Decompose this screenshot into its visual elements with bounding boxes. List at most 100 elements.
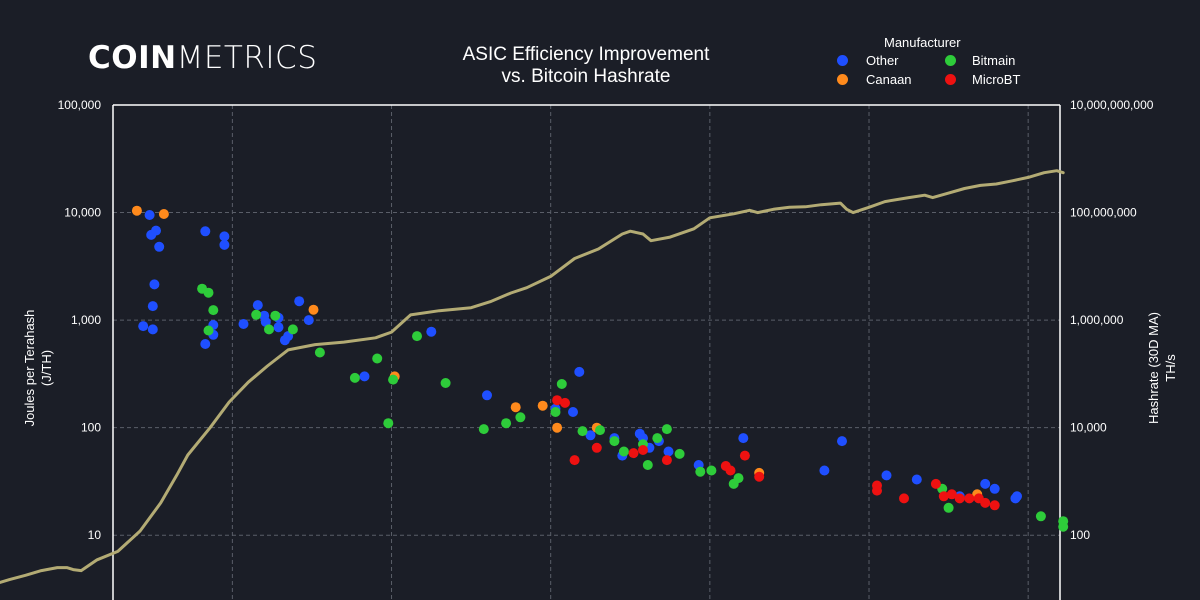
data-point-microbt xyxy=(638,445,648,455)
y-axis-label-left-text: Joules per Terahash xyxy=(22,309,37,427)
legend-dot-microbt xyxy=(945,74,956,85)
hashrate-line xyxy=(0,169,1065,584)
data-point-other xyxy=(149,279,160,290)
data-point-bitmain xyxy=(652,433,663,444)
data-point-bitmain xyxy=(642,460,653,470)
data-point-bitmain xyxy=(383,418,394,429)
data-point-microbt xyxy=(980,497,991,508)
data-point-bitmain xyxy=(1035,511,1046,522)
data-point-other xyxy=(574,366,585,377)
data-point-other xyxy=(200,339,211,349)
legend-dot-other xyxy=(837,55,848,66)
y-tick-label-left: 100 xyxy=(81,421,101,435)
data-point-other xyxy=(911,474,922,485)
data-point-other xyxy=(147,301,158,312)
legend-title: Manufacturer xyxy=(884,35,961,50)
data-point-microbt xyxy=(628,448,639,459)
data-point-other xyxy=(881,470,892,481)
data-point-other xyxy=(738,433,749,444)
data-point-other xyxy=(144,210,155,220)
data-point-microbt xyxy=(725,465,736,476)
data-point-other xyxy=(482,390,492,401)
y-tick-label-right: 1,000,000 xyxy=(1070,313,1124,327)
data-point-microbt xyxy=(739,450,750,461)
y-axis-label-right-unit: TH/s xyxy=(1163,354,1178,382)
data-point-bitmain xyxy=(264,324,274,335)
data-point-microbt xyxy=(899,493,909,504)
data-point-bitmain xyxy=(595,425,605,436)
data-point-bitmain xyxy=(1058,521,1069,532)
data-point-microbt xyxy=(946,489,957,500)
y-tick-label-left: 10 xyxy=(88,528,102,542)
legend-dot-bitmain xyxy=(945,55,956,66)
data-point-other xyxy=(303,315,314,326)
data-point-bitmain xyxy=(349,372,360,383)
logo-part-metrics: METRICS xyxy=(176,40,318,76)
data-point-bitmain xyxy=(577,426,588,437)
data-point-bitmain xyxy=(208,305,219,316)
data-point-bitmain xyxy=(440,378,451,388)
data-point-canaan xyxy=(158,209,169,219)
data-point-bitmain xyxy=(661,424,672,435)
data-point-microbt xyxy=(989,500,1000,511)
y-tick-label-right: 10,000,000,000 xyxy=(1070,98,1154,112)
legend-label-other: Other xyxy=(866,53,899,68)
data-point-microbt xyxy=(569,455,580,466)
data-point-other xyxy=(568,407,578,417)
data-point-bitmain xyxy=(943,502,954,513)
y-axis-label-right-text: Hashrate (30D MA) xyxy=(1146,312,1161,424)
data-point-other xyxy=(426,326,437,337)
data-point-other xyxy=(154,241,165,252)
data-point-bitmain xyxy=(412,331,422,342)
data-point-other xyxy=(252,300,263,311)
y-tick-label-left: 1,000 xyxy=(71,313,101,327)
data-point-other xyxy=(663,446,674,457)
data-point-bitmain xyxy=(203,287,214,298)
data-point-bitmain xyxy=(515,412,526,423)
data-point-bitmain xyxy=(733,473,744,484)
data-point-bitmain xyxy=(674,448,685,459)
data-point-other xyxy=(819,465,830,476)
data-point-other xyxy=(219,239,230,250)
data-point-bitmain xyxy=(270,310,281,321)
data-point-microbt xyxy=(552,395,563,406)
chart-title: ASIC Efficiency Improvement xyxy=(462,44,710,65)
data-point-bitmain xyxy=(550,407,561,417)
data-point-microbt xyxy=(661,455,672,466)
data-point-microbt xyxy=(591,442,602,453)
data-point-microbt xyxy=(754,471,765,482)
data-point-microbt xyxy=(964,493,975,504)
data-point-other xyxy=(138,321,149,332)
data-point-other xyxy=(989,483,1000,494)
y-tick-label-right: 100 xyxy=(1070,528,1090,542)
data-point-microbt xyxy=(560,397,570,408)
data-point-microbt xyxy=(938,491,949,502)
y-tick-label-right: 100,000,000 xyxy=(1070,206,1137,220)
data-point-other xyxy=(200,226,211,237)
data-point-canaan xyxy=(537,400,548,411)
chart-title-block: ASIC Efficiency Improvement vs. Bitcoin … xyxy=(436,44,736,88)
data-point-canaan xyxy=(131,205,142,216)
data-point-bitmain xyxy=(388,374,399,385)
logo-part-coin: COIN xyxy=(88,40,177,76)
data-point-microbt xyxy=(872,485,882,496)
data-point-microbt xyxy=(954,493,965,504)
y-tick-label-left: 100,000 xyxy=(58,98,102,112)
legend-label-bitmain: Bitmain xyxy=(972,53,1016,68)
data-point-canaan xyxy=(510,402,521,413)
data-point-other xyxy=(980,478,991,489)
data-point-bitmain xyxy=(706,465,717,476)
data-point-bitmain xyxy=(501,418,512,429)
data-point-bitmain xyxy=(372,353,383,364)
data-point-other xyxy=(151,225,161,236)
legend-label-microbt: MicroBT xyxy=(972,72,1021,87)
data-point-other xyxy=(585,430,596,441)
data-point-other xyxy=(238,319,249,329)
data-point-other xyxy=(219,231,230,242)
data-point-bitmain xyxy=(287,324,298,335)
data-point-bitmain xyxy=(251,309,262,320)
y-axis-label-right: Hashrate (30D MA) TH/s xyxy=(1145,312,1179,424)
data-point-other xyxy=(273,322,284,333)
